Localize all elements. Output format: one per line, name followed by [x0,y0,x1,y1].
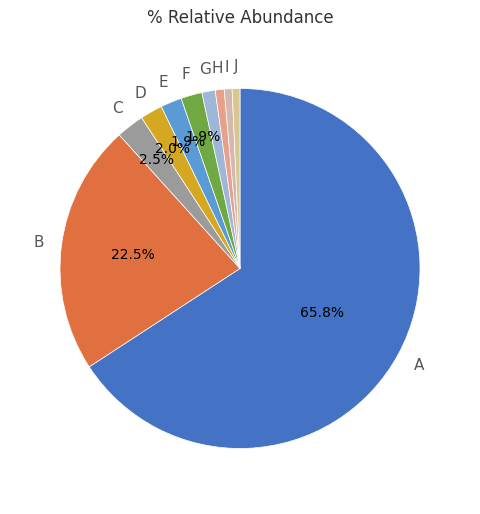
Wedge shape [142,106,240,268]
Text: A: A [414,358,424,373]
Text: C: C [112,101,122,116]
Text: J: J [233,60,238,75]
Text: 2.5%: 2.5% [139,153,174,167]
Wedge shape [60,135,240,367]
Text: G: G [199,63,211,78]
Wedge shape [119,118,240,268]
Wedge shape [161,98,240,268]
Wedge shape [181,93,240,268]
Text: I: I [225,60,229,75]
Text: H: H [212,61,223,76]
Wedge shape [215,89,240,268]
Text: D: D [135,85,146,101]
Wedge shape [232,88,240,268]
Text: 1.9%: 1.9% [170,135,205,149]
Wedge shape [224,88,240,268]
Text: 22.5%: 22.5% [111,248,155,262]
Text: E: E [158,75,168,90]
Text: B: B [33,235,44,250]
Title: % Relative Abundance: % Relative Abundance [147,9,333,27]
Text: 65.8%: 65.8% [300,306,344,320]
Text: 1.9%: 1.9% [185,130,221,144]
Text: 2.0%: 2.0% [155,142,190,156]
Wedge shape [202,90,240,268]
Text: F: F [181,67,190,82]
Wedge shape [89,88,420,449]
